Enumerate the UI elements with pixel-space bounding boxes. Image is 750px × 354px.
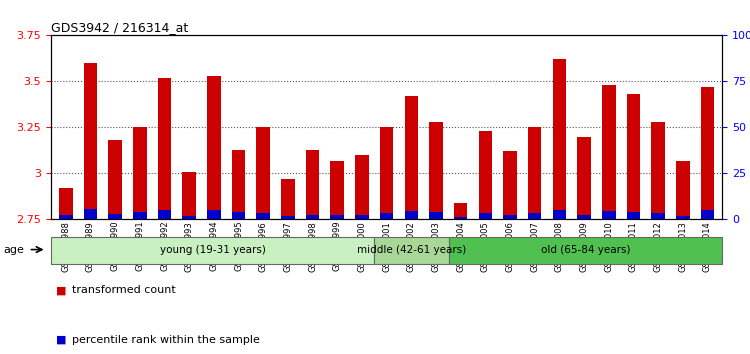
Bar (626, 94, 640, 219)
Bar (281, 216, 295, 219)
Bar (331, 161, 344, 219)
Text: ■: ■ (56, 285, 67, 295)
Bar (207, 76, 220, 219)
Bar (158, 210, 171, 219)
Text: percentile rank within the sample: percentile rank within the sample (72, 335, 260, 345)
Text: ■: ■ (56, 335, 67, 345)
Bar (158, 78, 171, 219)
Text: old (65-84 years): old (65-84 years) (541, 245, 630, 256)
Text: GDS3942 / 216314_at: GDS3942 / 216314_at (51, 21, 188, 34)
Bar (503, 215, 517, 219)
Bar (59, 188, 73, 219)
Bar (256, 127, 270, 219)
Bar (380, 213, 394, 219)
Bar (133, 127, 147, 219)
Bar (306, 149, 320, 219)
Bar (478, 213, 492, 219)
Bar (454, 203, 467, 219)
Bar (133, 212, 147, 219)
Bar (232, 212, 245, 219)
Bar (578, 137, 591, 219)
Bar (59, 216, 73, 219)
Bar (306, 215, 320, 219)
Text: middle (42-61 years): middle (42-61 years) (357, 245, 466, 256)
Bar (429, 212, 442, 219)
Bar (207, 210, 220, 219)
Text: transformed count: transformed count (72, 285, 176, 295)
Bar (602, 211, 616, 219)
Bar (331, 216, 344, 219)
Bar (109, 214, 122, 219)
Bar (700, 210, 714, 219)
Bar (380, 127, 394, 219)
Bar (182, 172, 196, 219)
Bar (84, 209, 98, 219)
Bar (374, 237, 448, 264)
Bar (232, 149, 245, 219)
Bar (553, 210, 566, 219)
Text: young (19-31 years): young (19-31 years) (160, 245, 266, 256)
Bar (602, 85, 616, 219)
Bar (528, 127, 542, 219)
Bar (51, 237, 374, 264)
Bar (503, 152, 517, 219)
Bar (356, 215, 369, 219)
Bar (454, 217, 467, 219)
Text: age: age (4, 245, 25, 255)
Bar (356, 155, 369, 219)
Bar (651, 122, 664, 219)
Bar (448, 237, 722, 264)
Bar (84, 63, 98, 219)
Bar (429, 122, 442, 219)
Bar (109, 140, 122, 219)
Bar (182, 216, 196, 219)
Bar (700, 87, 714, 219)
Bar (651, 213, 664, 219)
Bar (404, 211, 418, 219)
Bar (626, 212, 640, 219)
Bar (404, 96, 418, 219)
Bar (676, 161, 689, 219)
Bar (281, 179, 295, 219)
Bar (676, 216, 689, 219)
Bar (578, 215, 591, 219)
Bar (553, 59, 566, 219)
Bar (256, 213, 270, 219)
Bar (478, 131, 492, 219)
Bar (528, 213, 542, 219)
